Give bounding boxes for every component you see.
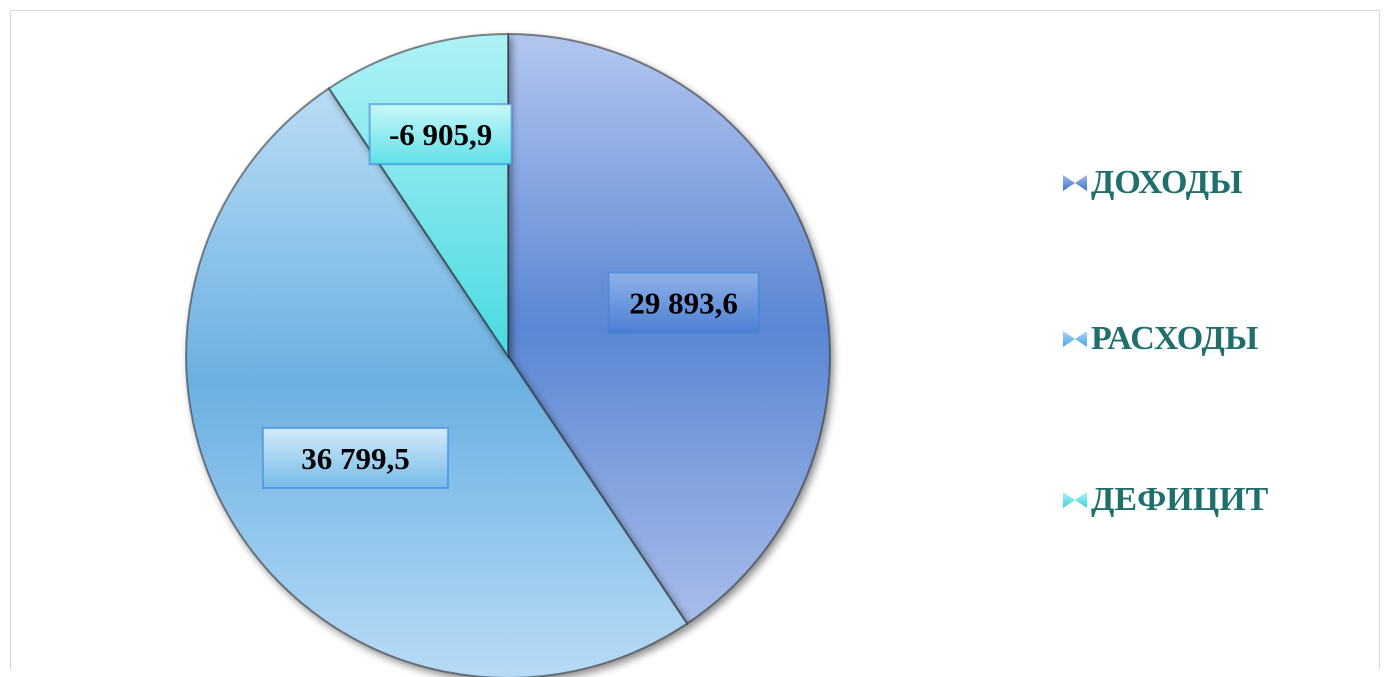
data-label-box-2 bbox=[261, 427, 449, 490]
legend-item-3: ДЕФИЦИТ bbox=[1063, 481, 1268, 519]
legend-marker-icon bbox=[1063, 331, 1087, 347]
data-label-2: 36 799,5 bbox=[301, 441, 410, 476]
pie-slice-2 bbox=[185, 86, 689, 677]
legend-item-1: ДОХОДЫ bbox=[1063, 164, 1243, 202]
data-label-box-3 bbox=[368, 103, 513, 166]
data-label-3: -6 905,9 bbox=[389, 117, 492, 152]
legend-marker-icon bbox=[1063, 175, 1087, 191]
legend-label: ДОХОДЫ bbox=[1091, 164, 1243, 201]
legend-item-2: РАСХОДЫ bbox=[1063, 320, 1258, 358]
chart-frame bbox=[10, 10, 1380, 670]
legend-label: РАСХОДЫ bbox=[1091, 320, 1259, 357]
data-label-box-1 bbox=[607, 271, 760, 334]
data-label-1: 29 893,6 bbox=[629, 286, 738, 321]
legend-label: ДЕФИЦИТ bbox=[1091, 481, 1269, 518]
legend-marker-icon bbox=[1063, 492, 1087, 508]
